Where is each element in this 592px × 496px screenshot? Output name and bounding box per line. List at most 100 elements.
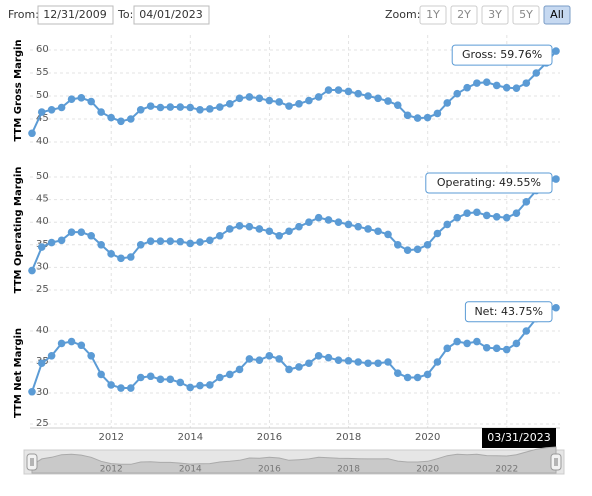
data-point: [166, 237, 175, 245]
data-point: [552, 47, 560, 55]
data-point: [364, 92, 372, 100]
data-point: [423, 370, 432, 379]
data-point: [87, 352, 95, 360]
zoom-button[interactable]: [543, 5, 571, 25]
data-point: [423, 113, 432, 122]
data-point: [324, 216, 333, 224]
data-point: [492, 212, 501, 221]
data-point: [235, 94, 244, 103]
x-tick-label: 2020: [415, 432, 440, 443]
y-tick-label: 30: [36, 387, 49, 398]
data-point: [324, 353, 333, 362]
zoom-button-label[interactable]: 1Y: [426, 8, 440, 21]
zoom-button[interactable]: [419, 5, 447, 25]
data-point: [245, 222, 254, 231]
data-point: [314, 352, 323, 360]
data-point: [423, 241, 432, 249]
zoom-button[interactable]: [481, 5, 509, 25]
to-label: To:: [117, 8, 133, 21]
data-point: [107, 250, 115, 258]
data-point: [255, 94, 264, 103]
data-point: [225, 225, 234, 233]
data-point: [57, 236, 66, 245]
data-point: [453, 89, 461, 98]
zoom-button[interactable]: [450, 5, 478, 25]
data-point: [196, 106, 204, 114]
data-point: [403, 111, 412, 120]
from-input-box[interactable]: [37, 5, 114, 25]
data-point: [285, 365, 293, 374]
data-point: [67, 95, 76, 104]
data-point: [393, 369, 402, 377]
data-point: [37, 108, 46, 116]
data-point: [502, 213, 511, 222]
x-tick-label: 2012: [98, 432, 123, 443]
data-point: [463, 209, 471, 217]
navigator-handle[interactable]: [26, 453, 38, 471]
zoom-button-label[interactable]: 3Y: [488, 8, 502, 21]
data-point: [552, 175, 560, 183]
navigator-year: 2022: [495, 465, 518, 475]
data-point: [107, 113, 115, 122]
data-point: [28, 129, 36, 138]
y-tick-label: 55: [36, 67, 49, 78]
data-point: [176, 103, 185, 111]
navigator-handle[interactable]: [550, 453, 562, 471]
zoom-button[interactable]: [512, 5, 540, 25]
from-input[interactable]: 12/31/2009: [43, 8, 106, 21]
zoom-button-label[interactable]: 2Y: [457, 8, 471, 21]
data-point: [235, 365, 244, 374]
data-point: [433, 229, 442, 238]
zoom-buttons: 1Y 2Y 3Y 5Y All: [419, 5, 571, 25]
data-point: [146, 372, 155, 381]
data-point: [384, 230, 392, 239]
data-point: [443, 220, 452, 229]
zoom-button-label[interactable]: 5Y: [519, 8, 533, 21]
data-point: [295, 100, 303, 108]
data-point: [47, 106, 56, 114]
navigator-area: [31, 446, 557, 474]
to-input[interactable]: 04/01/2023: [139, 8, 202, 21]
data-point: [482, 343, 491, 352]
data-point: [393, 101, 402, 109]
data-point: [403, 246, 412, 255]
y-tick-label: 40: [36, 216, 49, 227]
data-point: [265, 352, 274, 360]
data-point: [57, 339, 66, 348]
data-point: [126, 384, 135, 392]
data-point: [364, 225, 372, 233]
y-tick-label: 45: [36, 194, 49, 205]
data-point: [334, 86, 343, 94]
zoom-label: Zoom:: [385, 8, 420, 21]
data-point: [77, 341, 86, 350]
data-point: [216, 373, 224, 382]
data-point: [186, 239, 195, 248]
data-point: [344, 356, 353, 365]
tooltip-date-box: [482, 428, 556, 448]
data-point: [275, 355, 283, 363]
data-point: [166, 375, 175, 384]
data-point: [255, 356, 264, 364]
data-point: [502, 83, 511, 92]
data-point: [482, 78, 491, 86]
to-input-box[interactable]: [133, 5, 210, 25]
x-tick-label: 2014: [178, 432, 203, 443]
navigator-year: 2014: [179, 465, 202, 475]
data-point: [354, 89, 363, 98]
data-point: [364, 359, 372, 368]
data-point: [384, 97, 392, 105]
data-point: [206, 381, 214, 389]
zoom-button-label[interactable]: All: [550, 8, 564, 21]
callout-label: Operating: 49.55%: [437, 176, 541, 189]
data-point: [117, 384, 125, 392]
data-point: [413, 114, 422, 122]
data-point: [255, 225, 264, 233]
y-axis-label: TTM Operating Margin: [13, 167, 24, 294]
data-point: [344, 220, 353, 229]
data-point: [166, 103, 175, 111]
data-point: [275, 98, 283, 106]
data-point: [473, 79, 481, 87]
data-point: [512, 209, 521, 217]
data-point: [295, 222, 303, 231]
x-tick-label: 2018: [336, 432, 361, 443]
